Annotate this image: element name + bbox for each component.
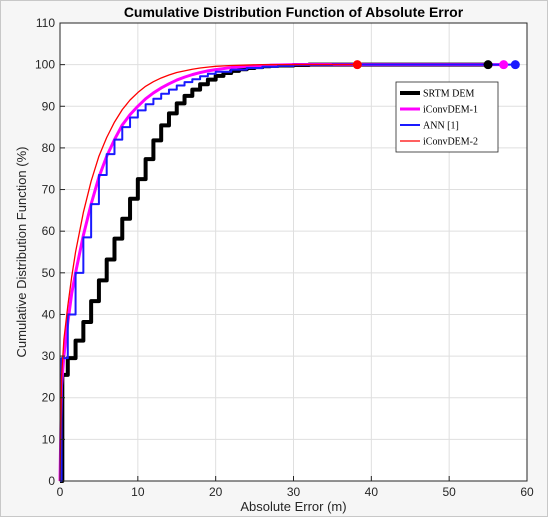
y-axis-label: Cumulative Distribution Function (%) — [14, 147, 29, 358]
end-marker-iconvdem-2 — [352, 60, 362, 70]
series-line-ann-1 — [60, 63, 516, 482]
end-marker-srtm-dem — [483, 60, 493, 70]
legend-label: iConvDEM-1 — [423, 105, 478, 116]
y-tick-label: 110 — [36, 16, 55, 30]
y-tick-label: 50 — [42, 266, 56, 280]
x-tick-label: 50 — [442, 485, 456, 499]
series-layer — [58, 60, 520, 483]
series-line-iconvdem-2 — [59, 63, 358, 482]
x-tick-label: 20 — [209, 485, 223, 499]
legend-label: ANN [1] — [423, 121, 459, 132]
end-marker-ann-1 — [510, 60, 520, 70]
y-tick-label: 80 — [42, 141, 56, 155]
x-axis-label: Absolute Error (m) — [240, 499, 346, 514]
y-tick-label: 20 — [42, 391, 56, 405]
end-marker-iconvdem-1 — [499, 60, 509, 70]
x-tick-label: 30 — [287, 485, 301, 499]
x-tick-label: 60 — [520, 485, 534, 499]
y-tick-label: 90 — [42, 99, 56, 113]
legend-label: SRTM DEM — [423, 89, 474, 100]
y-tick-label: 10 — [42, 432, 56, 446]
ticks: 0 10 20 30 40 50 60 0 10 20 30 40 50 60 70 80 90 100 110 — [35, 16, 534, 499]
y-tick-label: 30 — [42, 349, 56, 363]
x-tick-label: 10 — [131, 485, 145, 499]
chart-title: Cumulative Distribution Function of Abso… — [124, 4, 464, 20]
legend: SRTM DEM iConvDEM-1 ANN [1] iConvDEM-2 — [395, 81, 499, 153]
y-tick-label: 70 — [42, 183, 56, 197]
y-tick-label: 100 — [35, 58, 55, 72]
x-tick-label: 40 — [365, 485, 379, 499]
legend-label: iConvDEM-2 — [423, 137, 478, 148]
x-tick-label: 0 — [57, 485, 64, 499]
y-tick-label: 40 — [42, 307, 56, 321]
y-tick-label: 0 — [48, 474, 55, 488]
y-tick-label: 60 — [42, 224, 56, 238]
